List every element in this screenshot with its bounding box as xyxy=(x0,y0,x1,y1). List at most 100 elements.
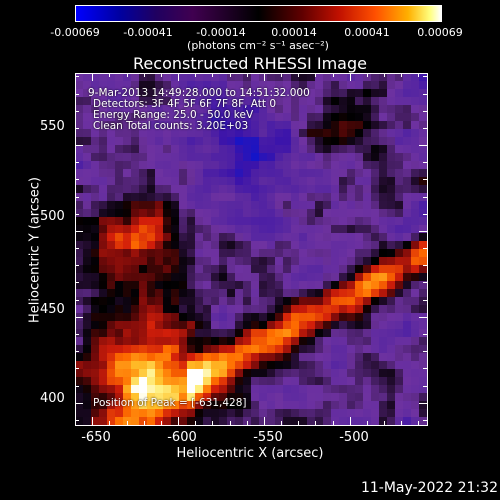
tick-mark xyxy=(418,421,420,425)
tick-mark xyxy=(423,351,427,353)
tick-mark xyxy=(384,421,386,425)
tick-mark xyxy=(423,265,427,267)
tick-mark xyxy=(419,230,427,232)
tick-mark xyxy=(75,127,79,129)
tick-mark xyxy=(315,421,317,425)
tick-mark xyxy=(423,127,427,129)
tick-mark xyxy=(75,282,79,284)
tick-mark xyxy=(75,265,79,267)
tick-mark xyxy=(75,230,83,232)
tick-mark xyxy=(195,73,197,77)
tick-mark xyxy=(298,73,300,77)
clean-counts-annotation: Clean Total counts: 3.20E+03 xyxy=(93,120,249,132)
tick-mark xyxy=(75,368,79,370)
tick-mark xyxy=(75,76,79,78)
x-tick-label: -500 xyxy=(339,430,369,445)
tick-mark xyxy=(246,73,248,77)
tick-mark xyxy=(423,76,427,78)
tick-mark xyxy=(315,73,317,77)
tick-mark xyxy=(401,73,403,77)
tick-mark xyxy=(75,385,79,387)
tick-mark xyxy=(143,421,145,425)
tick-mark xyxy=(418,73,420,77)
y-tick-label: 450 xyxy=(40,302,65,317)
tick-mark xyxy=(423,196,427,198)
tick-mark xyxy=(332,73,334,77)
tick-mark xyxy=(423,213,427,215)
tick-mark xyxy=(419,145,427,147)
tick-mark xyxy=(75,213,79,215)
tick-mark xyxy=(349,417,351,425)
colorbar-unit-label: (photons cm⁻² s⁻¹ asec⁻²) xyxy=(187,39,329,52)
peak-position-annotation: Position of Peak = [-631,428] xyxy=(93,397,247,409)
x-tick-label: -600 xyxy=(167,430,197,445)
tick-mark xyxy=(160,73,162,77)
tick-mark xyxy=(75,179,79,181)
chart-title: Reconstructed RHESSI Image xyxy=(133,54,367,73)
tick-mark xyxy=(384,73,386,77)
tick-mark xyxy=(75,333,79,335)
colorbar-tick-label: -0.00041 xyxy=(123,26,173,39)
tick-mark xyxy=(109,421,111,425)
tick-mark xyxy=(160,421,162,425)
tick-mark xyxy=(126,73,128,77)
tick-mark xyxy=(423,368,427,370)
tick-mark xyxy=(349,73,351,81)
tick-mark xyxy=(423,385,427,387)
tick-mark xyxy=(423,179,427,181)
detectors-annotation: Detectors: 3F 4F 5F 6F 7F 8F, Att 0 xyxy=(93,98,277,110)
colorbar-tick-label: -0.00069 xyxy=(50,26,100,39)
tick-mark xyxy=(423,282,427,284)
x-axis-label: Heliocentric X (arcsec) xyxy=(176,446,324,461)
tick-mark xyxy=(75,316,83,318)
tick-mark xyxy=(75,110,79,112)
tick-mark xyxy=(423,110,427,112)
tick-mark xyxy=(423,333,427,335)
y-tick-label: 400 xyxy=(40,391,65,406)
tick-mark xyxy=(143,73,145,77)
tick-mark xyxy=(75,419,79,421)
tick-mark xyxy=(75,402,83,404)
tick-mark xyxy=(75,145,83,147)
tick-mark xyxy=(423,162,427,164)
tick-mark xyxy=(109,73,111,77)
tick-mark xyxy=(281,73,283,77)
colorbar-tick-label: 0.00041 xyxy=(344,26,390,39)
tick-mark xyxy=(229,73,231,77)
energy-range-annotation: Energy Range: 25.0 - 50.0 keV xyxy=(93,109,254,121)
tick-mark xyxy=(75,196,79,198)
tick-mark xyxy=(366,73,368,77)
tick-mark xyxy=(401,421,403,425)
tick-mark xyxy=(263,73,265,81)
tick-mark xyxy=(246,421,248,425)
tick-mark xyxy=(178,73,180,81)
tick-mark xyxy=(423,299,427,301)
tick-mark xyxy=(281,421,283,425)
tick-mark xyxy=(212,73,214,77)
heatmap-canvas xyxy=(75,73,427,425)
x-tick-label: -650 xyxy=(81,430,111,445)
colorbar-tick-label: -0.00014 xyxy=(196,26,246,39)
tick-mark xyxy=(212,421,214,425)
tick-mark xyxy=(423,93,427,95)
tick-mark xyxy=(178,417,180,425)
tick-mark xyxy=(229,421,231,425)
tick-mark xyxy=(75,162,79,164)
tick-mark xyxy=(298,421,300,425)
tick-mark xyxy=(423,248,427,250)
tick-mark xyxy=(366,421,368,425)
tick-mark xyxy=(195,421,197,425)
colorbar-tick-label: 0.00014 xyxy=(271,26,317,39)
tick-mark xyxy=(75,248,79,250)
tick-mark xyxy=(75,299,79,301)
timestamp: 11-May-2022 21:32 xyxy=(360,480,498,496)
y-axis-label: Heliocentric Y (arcsec) xyxy=(27,177,43,323)
tick-mark xyxy=(75,351,79,353)
tick-mark xyxy=(423,419,427,421)
tick-mark xyxy=(419,316,427,318)
tick-mark xyxy=(75,93,79,95)
x-tick-label: -550 xyxy=(253,430,283,445)
tick-mark xyxy=(263,417,265,425)
y-tick-label: 550 xyxy=(40,119,65,134)
tick-mark xyxy=(92,417,94,425)
